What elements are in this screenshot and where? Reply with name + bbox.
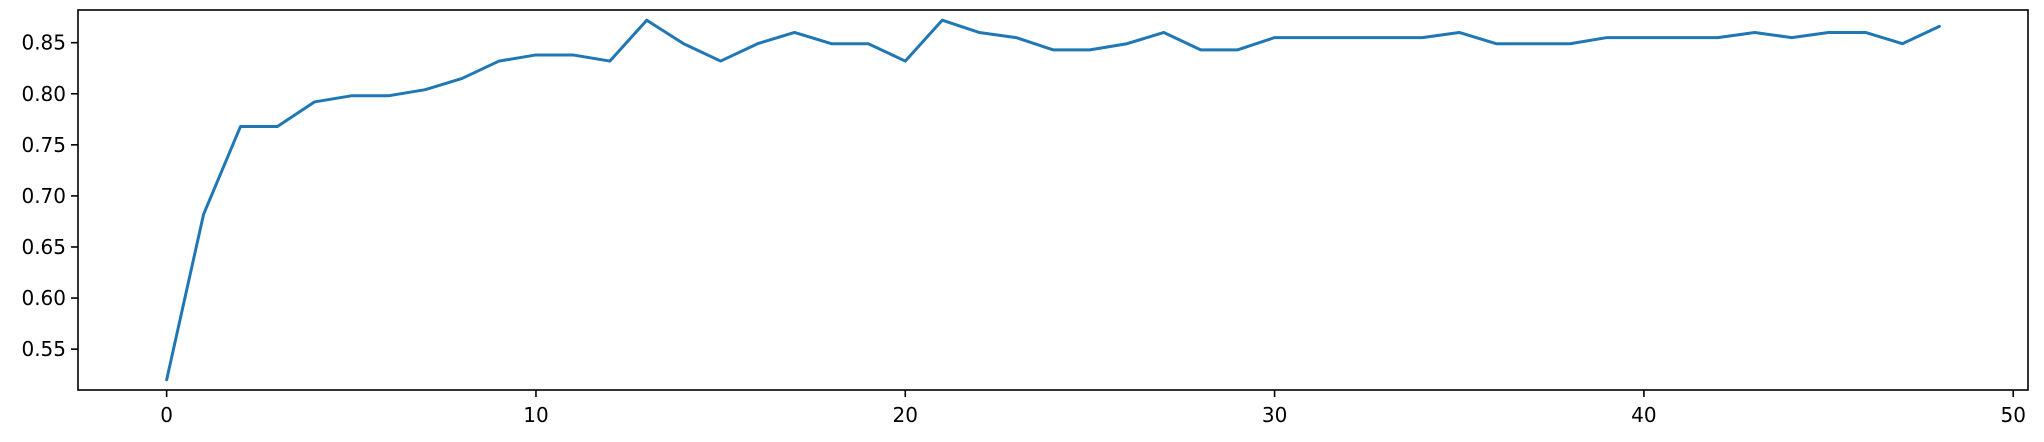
y-tick-label: 0.75 xyxy=(21,133,66,157)
x-tick-label: 40 xyxy=(1631,403,1656,427)
y-tick-label: 0.55 xyxy=(21,337,66,361)
y-tick-label: 0.65 xyxy=(21,235,66,259)
y-tick-label: 0.60 xyxy=(21,286,66,310)
y-tick-label: 0.70 xyxy=(21,184,66,208)
x-tick-label: 50 xyxy=(2001,403,2026,427)
x-tick-label: 30 xyxy=(1262,403,1287,427)
plot-frame xyxy=(77,9,2029,391)
y-tick-label: 0.80 xyxy=(21,82,66,106)
x-axis-ticks: 0 10 20 30 40 50 xyxy=(160,390,2026,427)
y-tick-label: 0.85 xyxy=(21,31,66,55)
series-layer xyxy=(165,18,1941,382)
x-tick-label: 0 xyxy=(160,403,173,427)
y-axis-ticks: 0.55 0.60 0.65 0.70 0.75 0.80 0.85 xyxy=(21,31,78,361)
x-tick-label: 20 xyxy=(893,403,918,427)
x-tick-label: 10 xyxy=(523,403,548,427)
plot-background xyxy=(78,10,2028,390)
